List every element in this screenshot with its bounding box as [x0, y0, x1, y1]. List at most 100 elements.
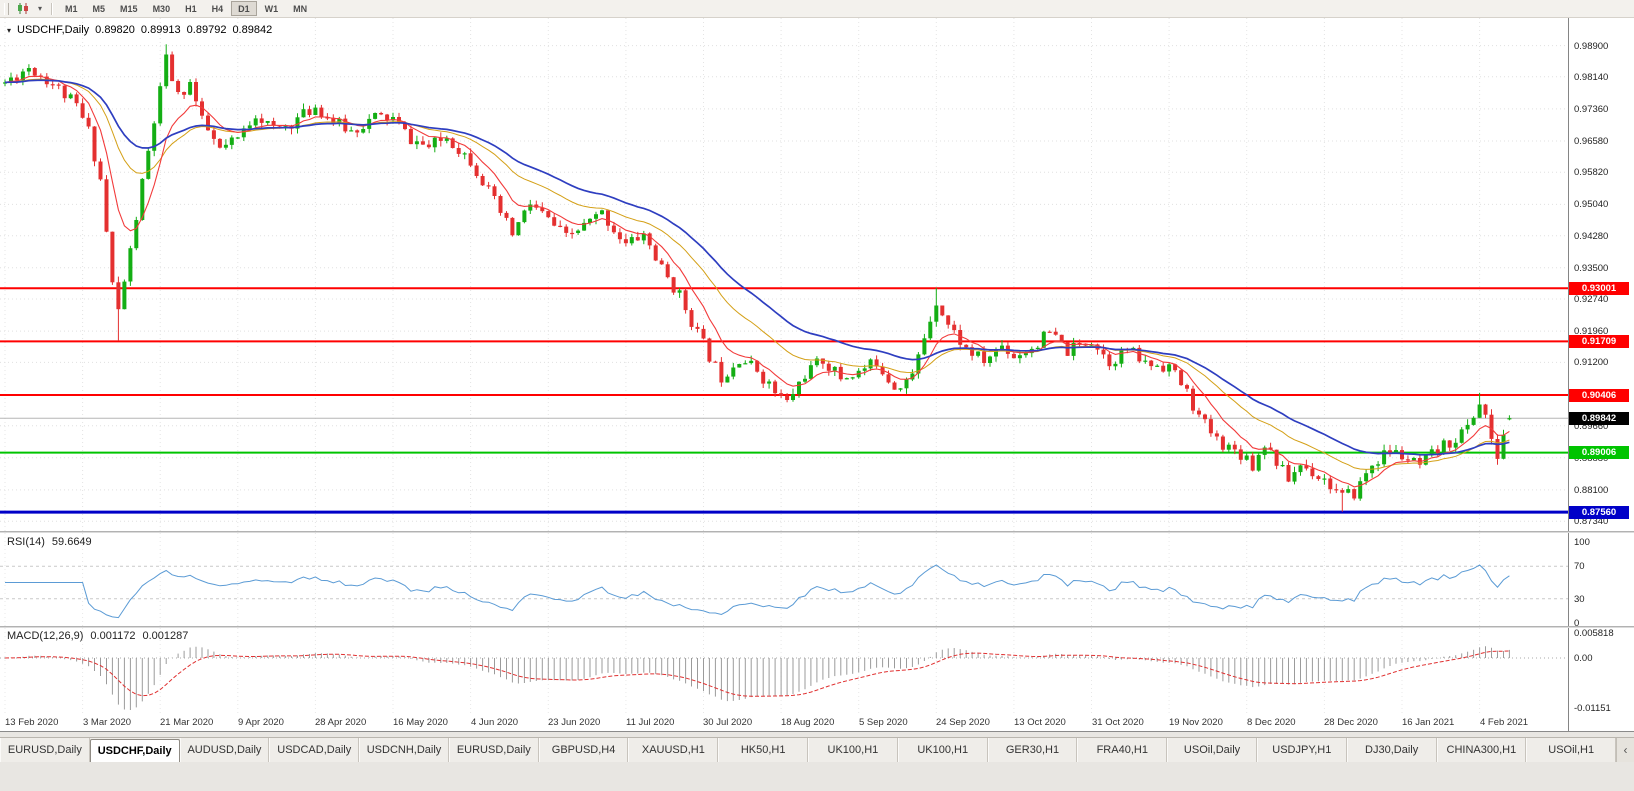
rsi-panel-splitter[interactable] [0, 531, 1634, 533]
chart-symbol-label: USDCHF,Daily [17, 24, 90, 36]
rsi-axis-label: 0 [1574, 618, 1580, 629]
ohlc-open: 0.89820 [95, 24, 135, 36]
date-label: 16 May 2020 [393, 717, 448, 728]
date-label: 11 Jul 2020 [626, 717, 675, 728]
date-axis[interactable]: 13 Feb 2020 3 Mar 2020 21 Mar 2020 9 Apr 20… [0, 713, 1568, 731]
price-level-tag: 0.90406 [1569, 388, 1629, 402]
price-level-tag: 0.89006 [1569, 446, 1629, 460]
ohlc-high: 0.89913 [140, 24, 181, 36]
price-tick: 0.87340 [1574, 516, 1609, 528]
chart-tab-16[interactable]: CHINA300,H1 [1436, 738, 1527, 762]
chart-tab-5[interactable]: EURUSD,Daily [448, 738, 539, 762]
current-price-tag: 0.89842 [1569, 411, 1629, 425]
chart-tab-4[interactable]: USDCNH,Daily [359, 738, 449, 762]
rsi-indicator-name: RSI(14) [7, 536, 45, 548]
rsi-label: RSI(14) 59.6649 [7, 536, 92, 548]
ma-21-line [4, 78, 1510, 470]
price-level-tag: 0.93001 [1569, 281, 1629, 295]
mini-candles-icon [18, 3, 28, 14]
timeframe-button-M15[interactable]: M15 [113, 1, 145, 16]
macd-indicator-name: MACD(12,26,9) [7, 630, 84, 642]
date-label: 3 Mar 2020 [83, 717, 132, 728]
price-tick: 0.97360 [1574, 103, 1609, 115]
date-label: 31 Oct 2020 [1092, 717, 1144, 728]
timeframe-button-W1[interactable]: W1 [258, 1, 286, 16]
price-tick: 0.91960 [1574, 326, 1609, 338]
macd-signal-value: 0.001287 [142, 630, 189, 642]
timeframe-toolbar: ▾ M1 M5 M15 M30 H1 H4 D1 W1 MN [0, 0, 1634, 18]
chart-tab-15[interactable]: DJ30,Daily [1346, 738, 1437, 762]
chart-type-dropdown-icon[interactable]: ▾ [34, 1, 46, 16]
timeframe-button-M1[interactable]: M1 [58, 1, 85, 16]
macd-axis-label: -0.01151 [1574, 702, 1611, 714]
price-level-tag: 0.91709 [1569, 334, 1629, 348]
chart-tab-0[interactable]: EURUSD,Daily [0, 738, 90, 762]
toolbar-grip[interactable] [4, 2, 9, 15]
price-tick: 0.92740 [1574, 294, 1609, 305]
chart-tab-6[interactable]: GBPUSD,H4 [538, 738, 629, 762]
timeframe-button-M5[interactable]: M5 [86, 1, 113, 16]
price-tick: 0.95040 [1574, 199, 1609, 211]
ohlc-close: 0.89842 [232, 24, 273, 36]
timeframe-button-D1[interactable]: D1 [231, 1, 257, 16]
chart-type-icon[interactable] [13, 1, 34, 16]
date-label: 24 Sep 2020 [936, 717, 990, 728]
date-label: 13 Oct 2020 [1014, 717, 1066, 728]
macd-signal-line [4, 650, 1510, 697]
date-label: 18 Aug 2020 [781, 717, 835, 728]
tab-scroll-icon[interactable]: ‹ [1616, 738, 1634, 762]
price-tick: 0.93500 [1574, 262, 1609, 274]
date-label: 23 Jun 2020 [548, 717, 601, 728]
main-chart-canvas[interactable] [0, 18, 1634, 532]
chart-tab-8[interactable]: HK50,H1 [718, 738, 809, 762]
date-label: 28 Apr 2020 [315, 717, 367, 728]
price-tick: 0.96580 [1574, 136, 1609, 147]
chart-tab-2[interactable]: AUDUSD,Daily [179, 738, 270, 762]
chart-tabs: EURUSD,Daily USDCHF,Daily AUDUSD,Daily USDC… [0, 738, 1617, 762]
ohlc-low: 0.89792 [186, 24, 227, 36]
ma-8-line [4, 75, 1510, 488]
ma-34-line [4, 79, 1510, 456]
price-level-tag: 0.87560 [1569, 505, 1629, 519]
date-label: 19 Nov 2020 [1169, 717, 1223, 728]
chart-tab-14[interactable]: USDJPY,H1 [1256, 738, 1347, 762]
chart-tab-3[interactable]: USDCAD,Daily [269, 738, 360, 762]
chart-tab-11[interactable]: GER30,H1 [987, 738, 1078, 762]
chart-tab-12[interactable]: FRA40,H1 [1077, 738, 1168, 762]
rsi-indicator-value: 59.6649 [51, 536, 92, 548]
date-label: 9 Apr 2020 [238, 717, 284, 728]
price-axis[interactable]: 0.98900 0.98140 0.97360 0.96580 0.95820 0.950… [1568, 18, 1634, 731]
date-label: 8 Dec 2020 [1247, 717, 1296, 728]
chart-tab-13[interactable]: USOil,Daily [1167, 738, 1257, 762]
timeframe-button-MN[interactable]: MN [286, 1, 314, 16]
macd-main-value: 0.001172 [90, 630, 136, 642]
timeframe-button-M30[interactable]: M30 [146, 1, 178, 16]
chart-tab-10[interactable]: UK100,H1 [897, 738, 988, 762]
timeframe-button-H4[interactable]: H4 [205, 1, 231, 16]
chart-tab-17[interactable]: USOil,H1 [1526, 738, 1617, 762]
chart-title: ▾ USDCHF,Daily 0.89820 0.89913 0.89792 0… [7, 24, 272, 36]
macd-label: MACD(12,26,9) 0.001172 0.001287 [7, 630, 188, 642]
chart-tab-9[interactable]: UK100,H1 [808, 738, 898, 762]
date-label: 4 Feb 2021 [1480, 717, 1529, 728]
date-label: 16 Jan 2021 [1402, 717, 1455, 728]
macd-panel-splitter[interactable] [0, 626, 1634, 628]
symbol-dropdown-icon[interactable]: ▾ [7, 25, 12, 35]
price-tick: 0.98900 [1574, 40, 1609, 52]
timeframe-buttons: M1 M5 M15 M30 H1 H4 D1 W1 MN [58, 1, 314, 16]
rsi-line [5, 564, 1510, 619]
chart-tab-1[interactable]: USDCHF,Daily [89, 739, 180, 762]
macd-canvas[interactable] [0, 628, 1634, 713]
chart-tab-7[interactable]: XAUUSD,H1 [628, 738, 719, 762]
macd-axis-label: 0.00 [1574, 653, 1593, 664]
chart-area: ▾ USDCHF,Daily 0.89820 0.89913 0.89792 0… [0, 18, 1634, 732]
price-tick: 0.89660 [1574, 420, 1609, 432]
price-tick: 0.94280 [1574, 230, 1609, 242]
rsi-axis-label: 100 [1574, 537, 1590, 548]
date-label: 30 Jul 2020 [703, 717, 753, 728]
macd-axis-label: 0.005818 [1574, 628, 1614, 639]
timeframe-button-H1[interactable]: H1 [178, 1, 204, 16]
rsi-axis-label: 30 [1574, 593, 1585, 605]
rsi-canvas[interactable] [0, 533, 1634, 626]
